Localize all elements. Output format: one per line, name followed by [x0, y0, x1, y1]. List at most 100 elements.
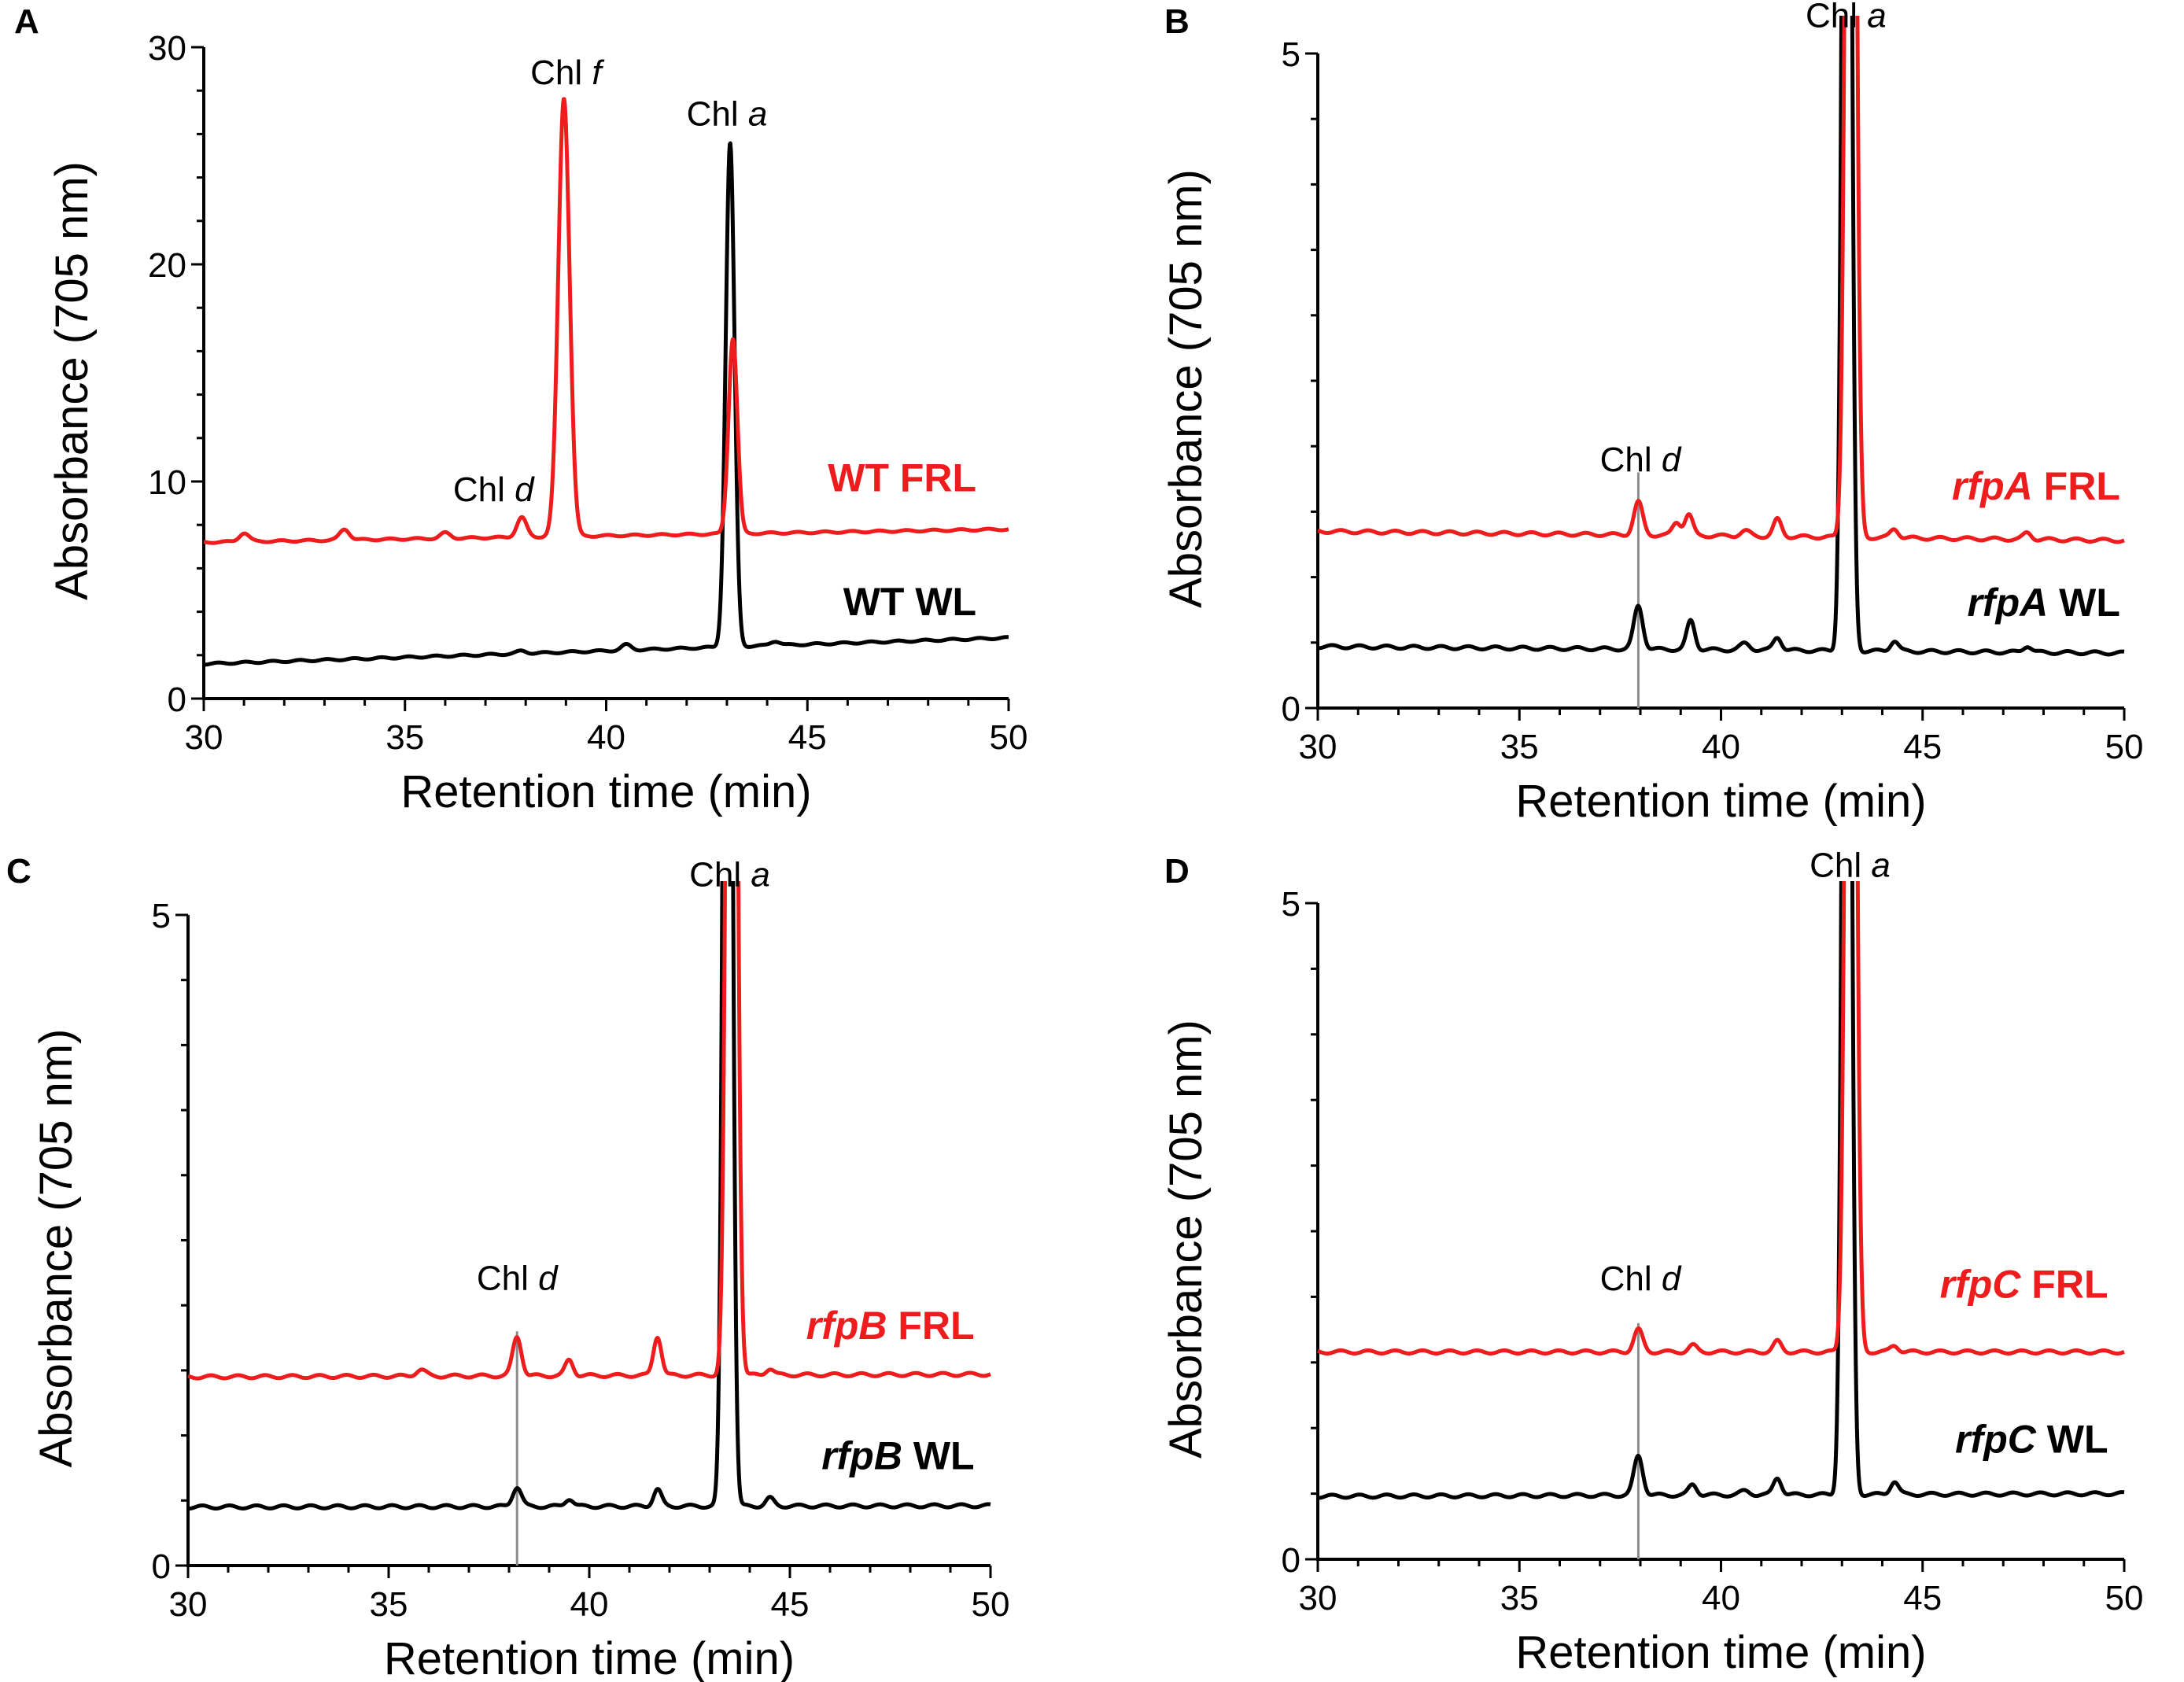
frl-series-label: rfpA FRL — [1952, 464, 2120, 508]
x-tick-label: 50 — [972, 1585, 1010, 1624]
peak-label-letter: f — [592, 53, 605, 92]
chl-a-peak-label: Chl a — [1806, 0, 1887, 35]
x-tick-label: 30 — [1299, 728, 1337, 766]
peak-label-letter: a — [1867, 0, 1886, 35]
y-tick-label: 0 — [1282, 1541, 1300, 1580]
y-tick-label: 5 — [1282, 35, 1300, 74]
y-tick-label: 5 — [1282, 885, 1300, 924]
condition-name: FRL — [887, 1304, 975, 1348]
x-tick-label: 30 — [185, 718, 223, 757]
x-tick-label: 40 — [570, 1585, 609, 1624]
y-tick-label: 30 — [148, 29, 186, 68]
strain-name: rfpA — [1952, 464, 2033, 508]
strain-name: rfpB — [821, 1433, 902, 1477]
x-tick-label: 45 — [1903, 1579, 1942, 1617]
y-axis-title: Absorbance (705 nm) — [46, 161, 98, 600]
chl-f-peak-label: Chl f — [530, 53, 605, 92]
peak-label-prefix: Chl — [1600, 1260, 1662, 1298]
chl-d-peak-label: Chl d — [1600, 441, 1682, 479]
y-axis-title: Absorbance (705 nm) — [1160, 169, 1212, 608]
panel-letter: D — [1164, 852, 1190, 891]
wl-series-label: rfpB WL — [821, 1433, 974, 1477]
x-tick-label: 45 — [1903, 728, 1942, 766]
condition-name: WL — [2036, 1418, 2108, 1462]
peak-label-prefix: Chl — [1810, 847, 1871, 885]
peak-label-letter: d — [538, 1259, 559, 1297]
x-tick-label: 40 — [1702, 1579, 1740, 1617]
strain-name: rfpC — [1940, 1263, 2022, 1307]
condition-name: WL — [2048, 581, 2120, 625]
y-tick-label: 0 — [1282, 690, 1300, 728]
panel-c: C 30 35 40 45 50 0 5 Retention time (min) Absorba… — [6, 852, 1010, 1682]
wl-series-label: rfpC WL — [1955, 1418, 2108, 1462]
y-tick-label: 0 — [168, 681, 186, 719]
peak-label-prefix: Chl — [530, 53, 592, 92]
peak-label-letter: d — [515, 470, 535, 509]
frl-trace — [1316, 881, 2126, 1356]
x-tick-label: 50 — [2105, 728, 2144, 766]
peak-label-letter: a — [1871, 847, 1890, 885]
panel-b: B 30 35 40 45 50 0 5 Retention time (min) Absorba… — [1160, 0, 2143, 827]
wl-series-label: WT WL — [843, 580, 976, 624]
condition-name: FRL — [2020, 1263, 2108, 1307]
x-tick-label: 40 — [587, 718, 625, 757]
x-tick-label: 45 — [771, 1585, 810, 1624]
x-tick-label: 50 — [2105, 1579, 2144, 1617]
x-tick-label: 45 — [788, 718, 827, 757]
peak-label-letter: a — [751, 856, 769, 894]
peak-label-prefix: Chl — [477, 1259, 538, 1297]
frl-trace — [186, 881, 992, 1381]
x-tick-label: 35 — [1500, 1579, 1539, 1617]
panel-d: D 30 35 40 45 50 0 5 Retention time (min) Absorba… — [1160, 847, 2144, 1678]
chl-a-peak-label: Chl a — [1810, 847, 1891, 885]
frl-trace — [202, 97, 1010, 545]
y-tick-label: 5 — [152, 897, 171, 935]
peak-label-letter: d — [1662, 441, 1682, 479]
strain-name: rfpC — [1955, 1418, 2037, 1462]
peak-label-prefix: Chl — [689, 856, 751, 894]
x-tick-label: 35 — [386, 718, 424, 757]
x-tick-label: 50 — [990, 718, 1028, 757]
x-tick-label: 40 — [1702, 728, 1740, 766]
panel-letter: B — [1164, 2, 1190, 41]
x-tick-label: 30 — [1299, 1579, 1337, 1617]
peak-label-prefix: Chl — [1806, 0, 1867, 35]
peak-label-prefix: Chl — [687, 94, 748, 133]
x-axis-title: Retention time (min) — [400, 766, 811, 817]
chl-d-peak-label: Chl d — [1600, 1260, 1682, 1298]
strain-name: rfpB — [806, 1304, 887, 1348]
strain-name: rfpA — [1967, 581, 2048, 625]
frl-series-label: rfpC FRL — [1940, 1263, 2108, 1307]
x-axis-title: Retention time (min) — [384, 1633, 795, 1682]
chl-a-peak-label: Chl a — [687, 94, 768, 133]
y-tick-label: 10 — [148, 463, 186, 502]
panel-letter: C — [6, 852, 31, 891]
condition-name: FRL — [2033, 464, 2120, 508]
condition-name: WT WL — [843, 580, 976, 624]
condition-name: WT FRL — [828, 456, 976, 500]
x-tick-label: 30 — [169, 1585, 208, 1624]
condition-name: WL — [902, 1433, 975, 1477]
chl-a-peak-label: Chl a — [689, 856, 770, 894]
peak-label-letter: d — [1662, 1260, 1682, 1298]
y-tick-label: 0 — [152, 1547, 171, 1586]
peak-label-prefix: Chl — [453, 470, 515, 509]
y-tick-label: 20 — [148, 246, 186, 285]
wl-trace — [1316, 16, 2126, 657]
x-tick-label: 35 — [370, 1585, 408, 1624]
y-axis-title: Absorbance (705 nm) — [31, 1029, 82, 1468]
x-axis-title: Retention time (min) — [1515, 776, 1926, 827]
frl-trace — [1316, 16, 2126, 544]
chl-d-peak-label: Chl d — [453, 470, 535, 509]
peak-label-letter: a — [748, 94, 767, 133]
wl-trace — [202, 141, 1010, 667]
frl-series-label: rfpB FRL — [806, 1304, 975, 1348]
chl-d-peak-label: Chl d — [477, 1259, 559, 1297]
y-axis-title: Absorbance (705 nm) — [1160, 1020, 1212, 1459]
panel-letter: A — [14, 2, 39, 41]
frl-series-label: WT FRL — [828, 456, 976, 500]
panel-a: A 30 35 40 45 50 0 10 20 30 Retention time (min) Ab… — [14, 2, 1027, 817]
peak-label-prefix: Chl — [1600, 441, 1662, 479]
x-axis-title: Retention time (min) — [1515, 1627, 1926, 1678]
